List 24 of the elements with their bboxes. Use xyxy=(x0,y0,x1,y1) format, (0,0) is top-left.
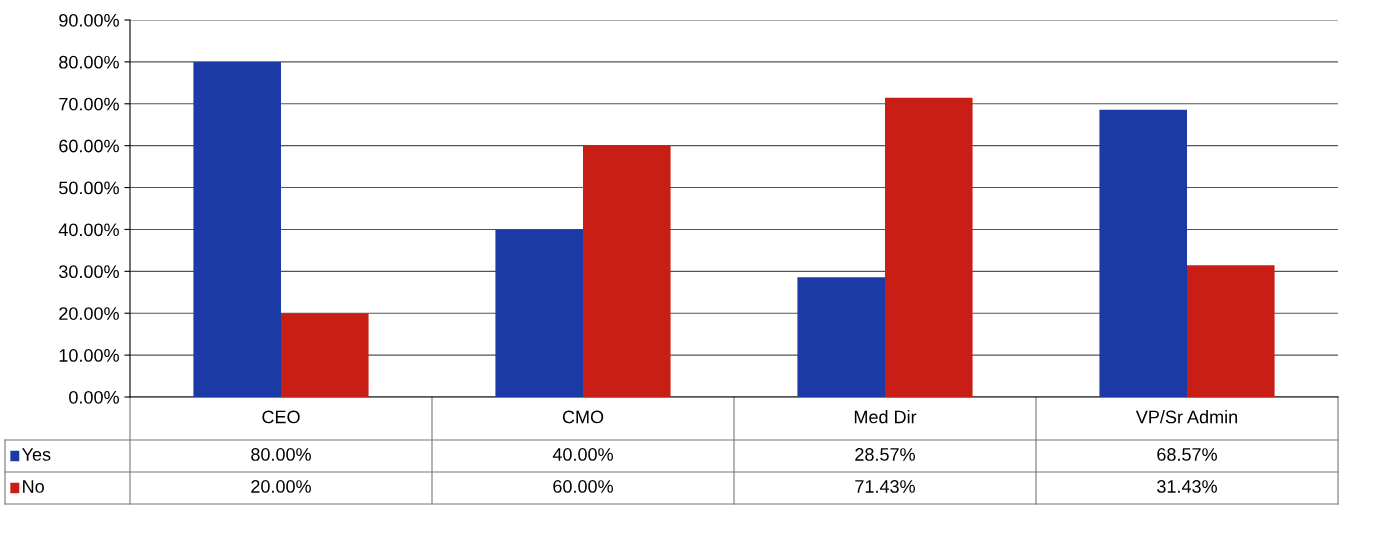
data-label: 20.00% xyxy=(251,480,311,493)
data-label: 31.43% xyxy=(1157,480,1217,493)
x-tick-label: Med Dir xyxy=(854,410,917,424)
y-tick-label: 40.00% xyxy=(58,223,119,237)
data-label: 80.00% xyxy=(251,448,311,461)
legend-label: No xyxy=(23,480,44,493)
x-tick-label: CEO xyxy=(262,410,300,424)
data-label: 60.00% xyxy=(553,480,613,493)
y-tick-label: 70.00% xyxy=(59,97,119,111)
y-tick-label: 10.00% xyxy=(59,349,119,362)
data-label: 68.57% xyxy=(1157,448,1217,461)
y-tick-label: 80.00% xyxy=(59,55,119,69)
y-tick-label: 0.00% xyxy=(69,390,119,404)
data-label: 28.57% xyxy=(855,448,915,461)
y-tick-label: 30.00% xyxy=(59,265,119,279)
data-label: 40.00% xyxy=(552,448,613,461)
x-tick-label: VP/Sr Admin xyxy=(1135,410,1238,424)
x-tick-label: CMO xyxy=(562,410,604,424)
data-label: 71.43% xyxy=(855,480,915,493)
y-tick-label: 50.00% xyxy=(59,181,119,195)
legend-label: Yes xyxy=(22,448,51,461)
y-tick-label: 90.00% xyxy=(59,13,119,27)
y-tick-label: 20.00% xyxy=(59,307,119,320)
y-tick-label: 60.00% xyxy=(59,139,119,153)
